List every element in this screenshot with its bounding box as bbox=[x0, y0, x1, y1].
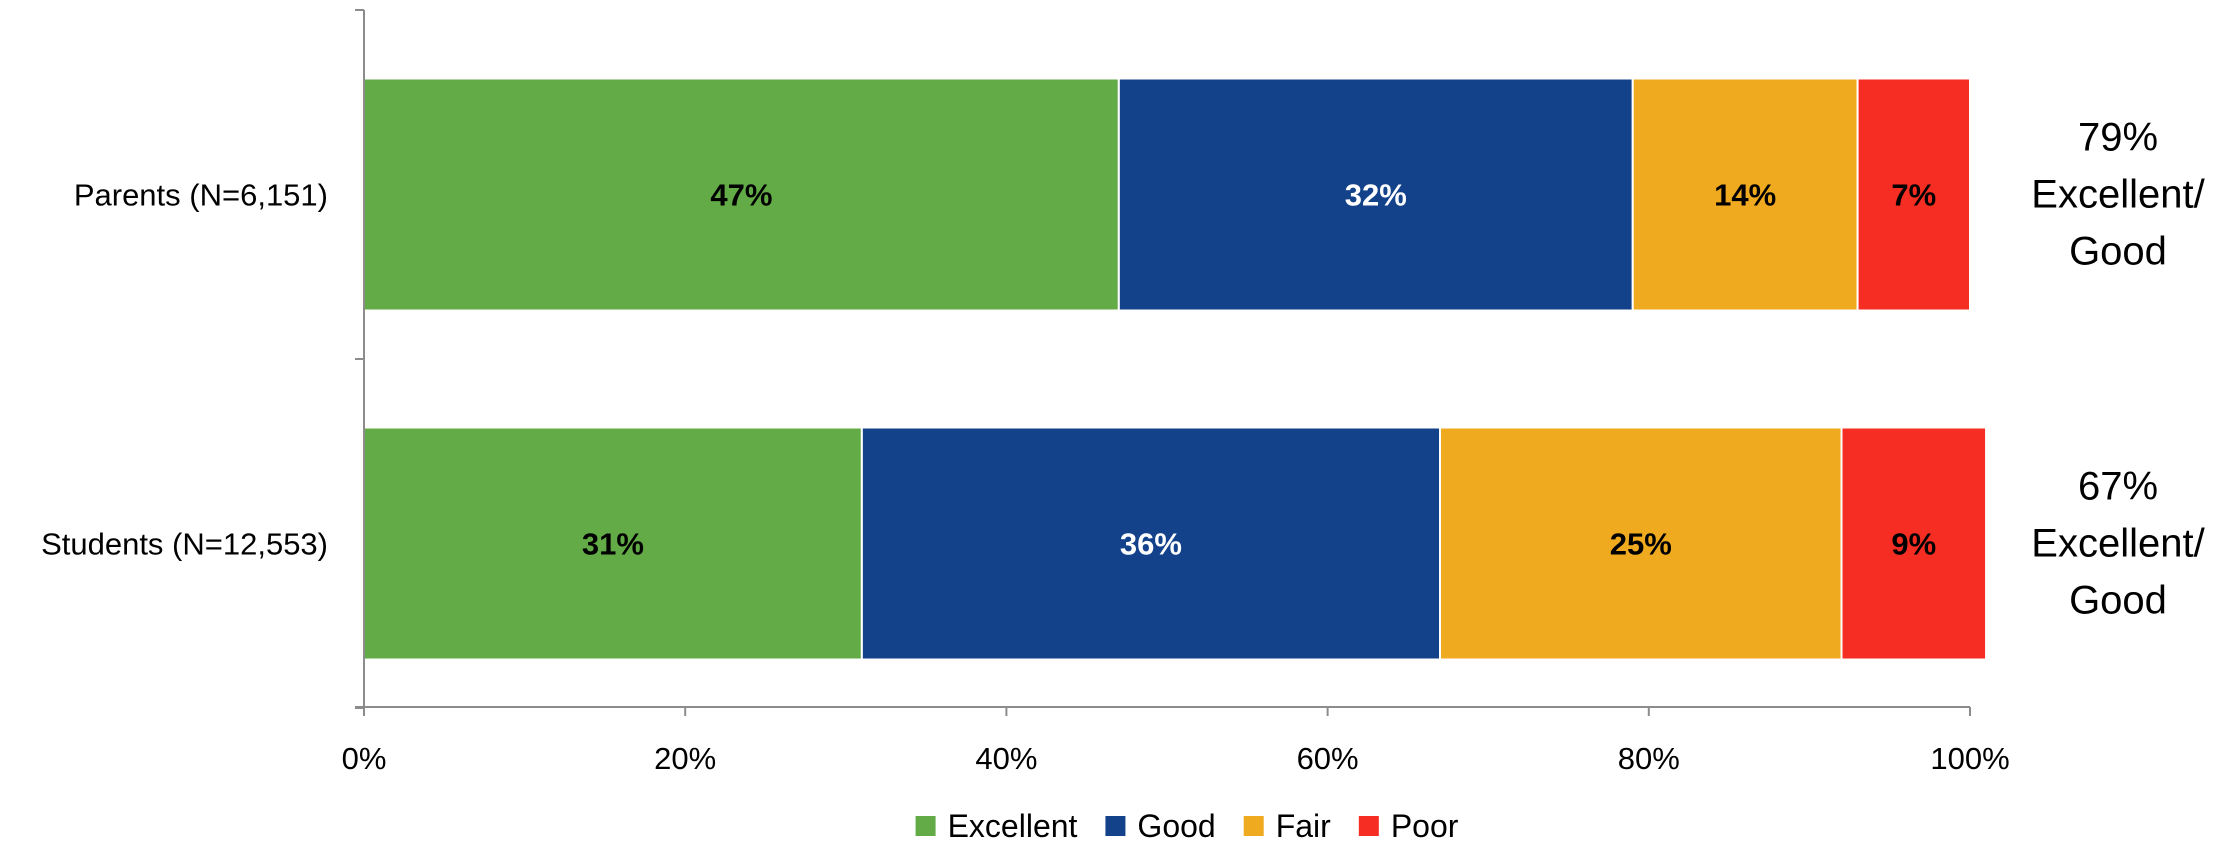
legend-item-fair: Fair bbox=[1243, 808, 1331, 844]
bars-layer bbox=[363, 77, 1988, 661]
x-tick-label: 80% bbox=[1618, 741, 1680, 776]
legend-item-poor: Poor bbox=[1358, 808, 1459, 844]
bar-parents-good bbox=[1117, 77, 1634, 312]
bar-students-fair bbox=[1439, 426, 1843, 661]
legend-swatch-fair bbox=[1243, 816, 1264, 836]
legend-label-excellent: Excellent bbox=[948, 808, 1078, 844]
summary-annotation-students: 67% Excellent/Good bbox=[2031, 465, 2205, 623]
legend: Excellent Good Fair Poor bbox=[915, 808, 1459, 844]
legend-swatch-poor bbox=[1358, 816, 1379, 836]
data-label-students-poor: 9% bbox=[1891, 527, 1936, 562]
bar-parents-poor bbox=[1856, 77, 1971, 312]
x-tick-label: 20% bbox=[654, 741, 716, 776]
bar-students-good bbox=[860, 426, 1442, 661]
bar-parents-excellent bbox=[363, 77, 1120, 312]
category-label-students: Students (N=12,553) bbox=[41, 527, 328, 562]
data-label-students-good: 36% bbox=[1120, 527, 1182, 562]
legend-item-excellent: Excellent bbox=[915, 808, 1078, 844]
legend-swatch-good bbox=[1105, 816, 1126, 836]
bar-parents-fair bbox=[1631, 77, 1859, 312]
axes-layer: 0% 20% 40% 60% 80% 100% bbox=[342, 9, 2010, 776]
labels-layer: 47% 32% 14% 7% Parents (N=6,151) 79% Excellent… bbox=[41, 116, 2206, 623]
legend-item-good: Good bbox=[1105, 808, 1216, 844]
data-label-parents-excellent: 47% bbox=[710, 178, 772, 213]
data-label-students-excellent: 31% bbox=[582, 527, 644, 562]
data-label-parents-good: 32% bbox=[1345, 178, 1407, 213]
x-tick-label: 0% bbox=[342, 741, 387, 776]
bar-students-excellent bbox=[363, 426, 863, 661]
x-tick-label: 100% bbox=[1930, 741, 2009, 776]
bar-students-poor bbox=[1840, 426, 1988, 661]
data-label-parents-fair: 14% bbox=[1714, 178, 1776, 213]
data-label-parents-poor: 7% bbox=[1891, 178, 1936, 213]
legend-label-poor: Poor bbox=[1391, 808, 1459, 844]
data-label-students-fair: 25% bbox=[1610, 527, 1672, 562]
summary-annotation-parents: 79% Excellent/Good bbox=[2031, 116, 2205, 274]
legend-swatch-excellent bbox=[915, 816, 936, 836]
legend-label-good: Good bbox=[1137, 808, 1215, 844]
x-tick-label: 40% bbox=[975, 741, 1037, 776]
category-label-parents: Parents (N=6,151) bbox=[74, 178, 328, 213]
x-tick-label: 60% bbox=[1297, 741, 1359, 776]
legend-label-fair: Fair bbox=[1276, 808, 1331, 844]
